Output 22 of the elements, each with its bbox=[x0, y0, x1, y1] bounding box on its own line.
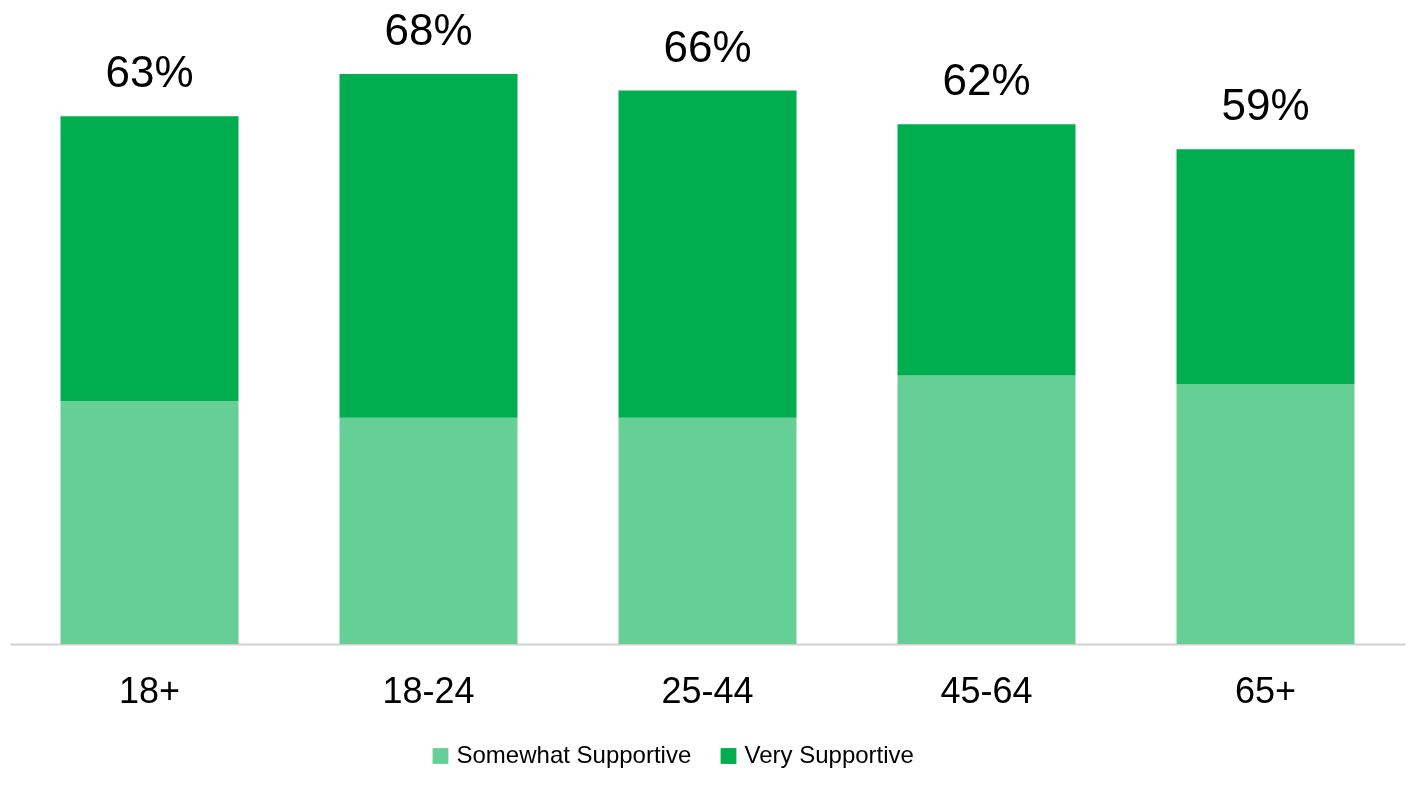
bar bbox=[1176, 149, 1355, 385]
x-tick-label: 18-24 bbox=[382, 669, 475, 711]
legend-label: Somewhat Supportive bbox=[456, 741, 692, 768]
bar bbox=[897, 124, 1076, 376]
bar bbox=[339, 74, 518, 418]
annotation: 68% bbox=[384, 5, 473, 54]
annotation: 63% bbox=[105, 47, 194, 97]
bar bbox=[60, 116, 239, 402]
annotation: 62% bbox=[942, 55, 1031, 105]
bar bbox=[618, 417, 797, 644]
bar bbox=[339, 417, 518, 644]
x-tick-label: 18+ bbox=[118, 669, 181, 711]
x-tick-label: 45-64 bbox=[940, 669, 1033, 711]
bar bbox=[618, 90, 797, 418]
annotation: 66% bbox=[663, 21, 752, 71]
x-tick-label: 65+ bbox=[1234, 669, 1297, 711]
bar bbox=[897, 375, 1076, 644]
bar bbox=[60, 401, 239, 644]
bar bbox=[1176, 384, 1355, 644]
x-tick-label: 25-44 bbox=[661, 669, 754, 711]
legend-label: Very Supportive bbox=[744, 741, 914, 768]
annotation: 59% bbox=[1221, 80, 1310, 130]
